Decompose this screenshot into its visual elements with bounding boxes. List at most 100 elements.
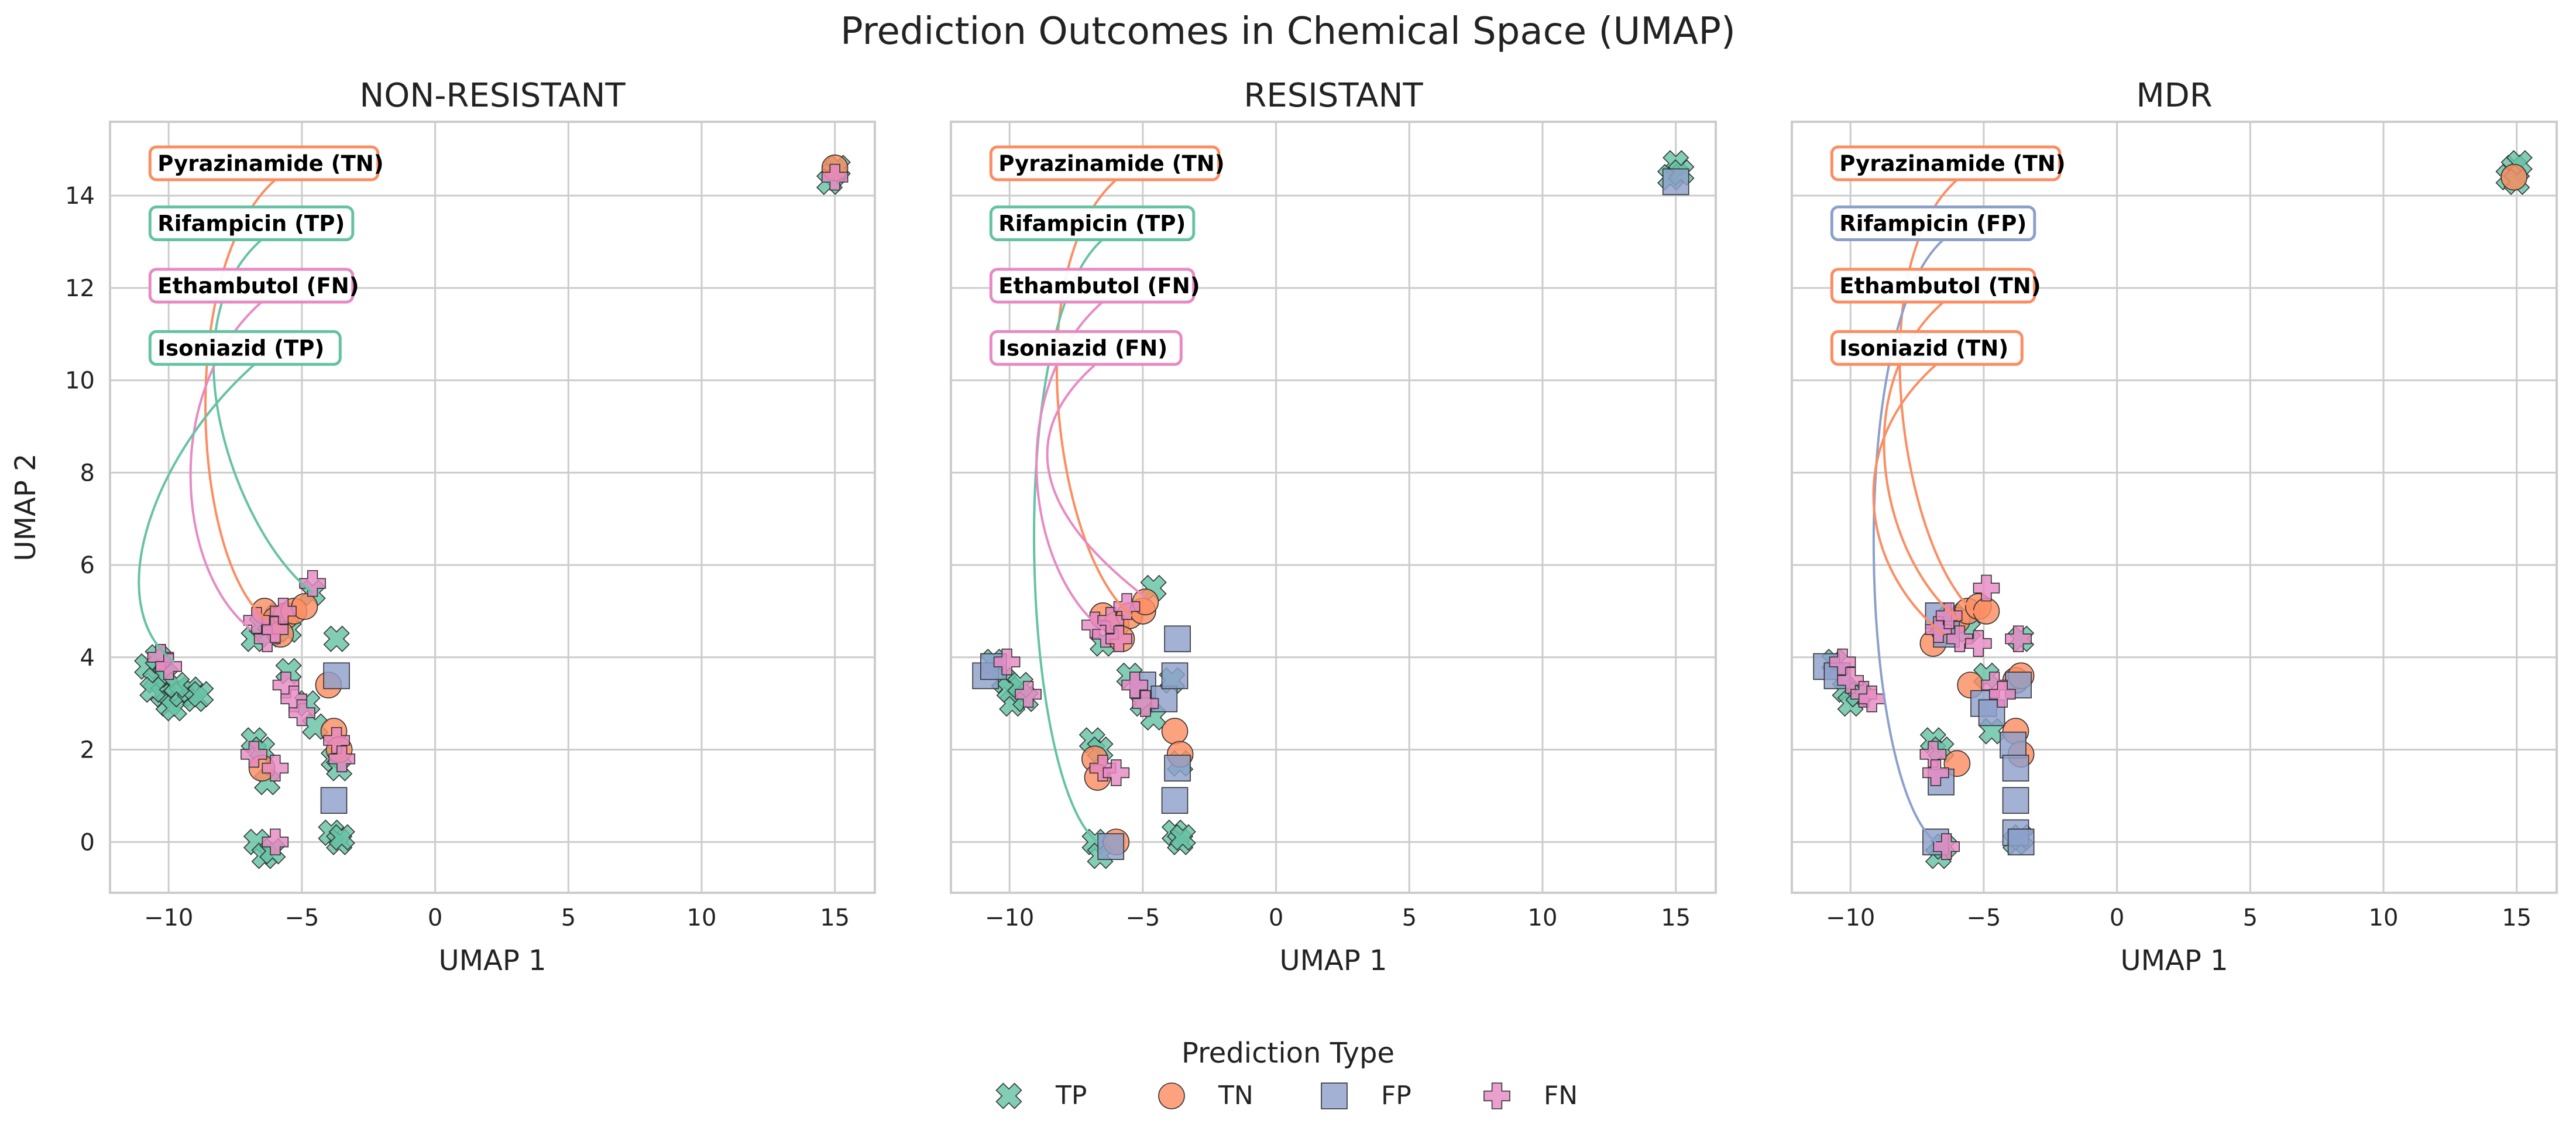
x-tick-label: 5: [1402, 904, 1417, 931]
point-fn: [2005, 625, 2032, 653]
x-axis-label: UMAP 1: [438, 944, 546, 977]
x-tick-label: 10: [2369, 904, 2399, 931]
point-fn: [1935, 602, 1963, 629]
legend-item-fp: FP: [1321, 1081, 1411, 1111]
legend-label: TP: [1055, 1081, 1087, 1111]
annotations: Pyrazinamide (TN) Rifampicin (FP) Ethambut…: [1830, 145, 2066, 843]
scatter-points: [1813, 150, 2533, 869]
annotation-box: [148, 145, 380, 181]
point-fp: [2002, 787, 2029, 814]
panel-title: MDR: [2136, 77, 2212, 115]
point-fn: [993, 648, 1021, 676]
point-fn: [328, 745, 355, 773]
annotation-label-isoniazid-fn: Isoniazid (FN): [998, 335, 1167, 361]
legend-label: FP: [1381, 1081, 1411, 1111]
point-fn: [821, 163, 849, 191]
point-fn: [1113, 593, 1141, 620]
x-tick-label: 15: [820, 904, 850, 931]
point-fp: [2007, 828, 2035, 856]
x-tick-label: −10: [985, 904, 1034, 931]
point-fp: [2002, 755, 2029, 782]
y-tick-label: 12: [65, 275, 95, 302]
panels: NON-RESISTANT −10 −5 0 5 10 15 0 2 4 6 8 10 12 14 UMAP …: [9, 77, 2558, 977]
annotations: Pyrazinamide (TN) Rifampicin (TP) Ethambut…: [138, 145, 384, 663]
point-fn: [1964, 630, 1992, 657]
point-fn: [288, 699, 315, 727]
x-tick-label: 15: [2502, 904, 2532, 931]
point-tn: [2501, 163, 2527, 191]
axes-frame: [1791, 121, 2558, 894]
panel-mdr: MDR −10 −5 0 5 10 15 UMAP 1 Pyrazinamide (TN) Rif…: [1791, 77, 2558, 977]
annotation-box: [989, 330, 1183, 366]
point-fn: [262, 616, 289, 643]
point-fn: [262, 755, 289, 782]
x-tick-label: −5: [1125, 904, 1160, 931]
annotation-label-rifampicin-fp: Rifampicin (FP): [1839, 211, 2027, 236]
point-fp: [2000, 731, 2027, 759]
point-fn: [1933, 833, 1960, 860]
annotation-box: [148, 205, 355, 241]
legend-item-fn: FN: [1483, 1081, 1578, 1111]
annotation-label-pyrazinamide-tn: Pyrazinamide (TN): [1839, 151, 2065, 176]
point-fn: [262, 828, 289, 856]
annotation-connector: [138, 363, 256, 663]
x-axis-label: UMAP 1: [2120, 944, 2228, 977]
legend-label: TN: [1218, 1081, 1253, 1111]
annotation-label-isoniazid-tp: Isoniazid (TP): [157, 335, 324, 361]
panel-title: RESISTANT: [1244, 77, 1423, 115]
annotation-label-ethambutol-fn: Ethambutol (FN): [998, 273, 1200, 299]
x-tick-label: 5: [2243, 904, 2258, 931]
annotation-box: [1830, 145, 2062, 181]
point-fn: [270, 598, 297, 625]
annotation-box: [1830, 330, 2024, 366]
x-tick-label: −10: [1826, 904, 1875, 931]
y-axis-label: UMAP 2: [9, 453, 42, 561]
legend-item-tp: TP: [995, 1081, 1087, 1111]
point-fn: [241, 741, 267, 768]
point-fp: [1161, 787, 1189, 814]
point-fp: [1097, 833, 1125, 860]
y-tick-label: 6: [80, 552, 95, 579]
annotation-label-pyrazinamide-tn: Pyrazinamide (TN): [157, 151, 383, 176]
x-tick-label: 15: [1661, 904, 1691, 931]
annotations: Pyrazinamide (TN) Rifampicin (TP) Ethambut…: [989, 145, 1225, 843]
point-fp: [1161, 662, 1189, 690]
annotation-label-ethambutol-tn: Ethambutol (TN): [1839, 273, 2041, 299]
annotation-label-rifampicin-tp: Rifampicin (TP): [157, 211, 345, 236]
axes-frame: [950, 121, 1717, 894]
legend-item-tn: TN: [1158, 1081, 1253, 1111]
legend-marker-tp: [995, 1082, 1022, 1109]
legend-marker-tn: [1158, 1082, 1185, 1109]
annotation-box: [148, 330, 342, 366]
point-fp: [1978, 699, 2005, 727]
axes-frame: [109, 121, 876, 894]
annotation-box: [989, 145, 1221, 181]
legend-title: Prediction Type: [1181, 1037, 1395, 1070]
x-tick-label: −5: [284, 904, 319, 931]
point-tp: [323, 625, 350, 652]
annotation-box: [1830, 205, 2036, 241]
y-tick-label: 10: [65, 368, 95, 395]
panel-title: NON-RESISTANT: [359, 77, 626, 115]
annotation-connector: [1046, 363, 1146, 598]
x-tick-label: 0: [428, 904, 442, 931]
point-fn: [299, 570, 326, 597]
annotation-box: [148, 268, 355, 304]
legend-marker-fp: [1321, 1082, 1348, 1109]
point-tn: [1973, 598, 2000, 625]
annotation-label-ethambutol-fn: Ethambutol (FN): [157, 273, 359, 299]
x-tick-label: 10: [1528, 904, 1558, 931]
point-fp: [1662, 168, 1689, 196]
scatter-points: [972, 150, 1695, 869]
annotation-box: [989, 205, 1196, 241]
point-tp: [328, 824, 355, 851]
x-tick-label: 10: [687, 904, 717, 931]
y-tick-label: 0: [80, 829, 95, 856]
point-fp: [1164, 755, 1191, 782]
point-fp: [320, 787, 348, 814]
x-tick-label: 0: [2110, 904, 2124, 931]
annotation-box: [1830, 268, 2036, 304]
point-fn: [1858, 685, 1885, 712]
y-tick-label: 14: [65, 183, 95, 210]
